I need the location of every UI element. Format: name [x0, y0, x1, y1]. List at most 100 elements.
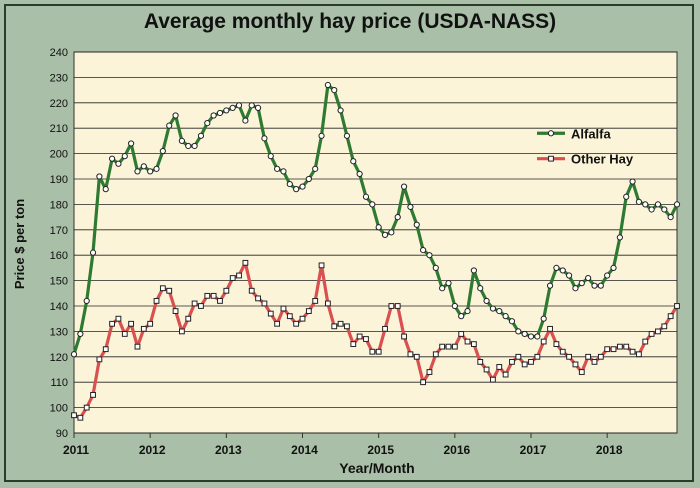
legend-label: Alfalfa: [571, 126, 612, 141]
data-point: [483, 366, 490, 373]
data-point: [242, 259, 249, 266]
data-point: [470, 267, 477, 274]
data-point: [121, 331, 128, 337]
legend-marker: [547, 130, 555, 137]
data-point: [502, 371, 509, 378]
data-point: [528, 358, 534, 365]
data-point: [350, 341, 357, 348]
data-point: [661, 323, 668, 330]
data-point: [210, 112, 217, 119]
y-tick-label: 130: [50, 326, 68, 338]
data-point: [566, 353, 572, 360]
data-point: [96, 173, 103, 180]
data-point: [204, 120, 211, 127]
data-point: [83, 297, 90, 305]
data-point: [585, 353, 592, 360]
data-point: [521, 330, 528, 338]
data-point: [115, 160, 122, 167]
data-point: [363, 336, 369, 342]
data-point: [140, 325, 147, 332]
data-point: [274, 165, 281, 172]
y-tick-label: 230: [50, 72, 68, 84]
data-point: [616, 234, 623, 241]
x-axis-label: Year/Month: [339, 460, 414, 476]
data-point: [356, 170, 363, 178]
data-point: [439, 343, 446, 350]
data-point: [470, 341, 477, 348]
data-point: [540, 338, 547, 345]
y-tick-label: 220: [50, 98, 68, 110]
data-point: [509, 358, 515, 365]
x-tick-label: 2016: [443, 443, 470, 457]
x-tick-label: 2014: [291, 443, 318, 457]
data-point: [559, 348, 566, 355]
data-point: [426, 369, 433, 375]
data-point: [267, 310, 274, 317]
legend: Alfalfa Other Hay: [537, 126, 634, 167]
data-point: [439, 285, 446, 292]
data-point: [673, 201, 681, 208]
data-point: [502, 313, 509, 320]
data-point: [223, 287, 230, 294]
data-point: [337, 107, 344, 114]
data-point: [394, 303, 401, 309]
data-point: [166, 122, 173, 129]
data-point: [648, 331, 655, 337]
data-point: [515, 353, 522, 360]
data-point: [597, 282, 604, 289]
data-point: [299, 315, 306, 322]
data-point: [293, 320, 300, 327]
y-tick-label: 140: [50, 301, 68, 313]
data-point: [235, 102, 243, 109]
data-point: [324, 81, 331, 89]
data-point: [344, 323, 350, 330]
data-point: [248, 287, 255, 294]
y-tick-label: 180: [50, 199, 68, 211]
x-axis-ticks: 2011 2012 2013 2014 2015 2016 2017 2018: [63, 433, 623, 457]
data-point: [108, 155, 116, 162]
data-point: [102, 346, 109, 353]
data-point: [655, 328, 661, 335]
data-point: [591, 358, 598, 365]
data-point: [293, 186, 300, 193]
data-point: [654, 201, 662, 208]
data-point: [318, 262, 325, 269]
data-point: [375, 224, 382, 231]
data-point: [407, 203, 414, 211]
data-point: [458, 331, 465, 337]
data-point: [369, 201, 376, 208]
data-point: [280, 305, 287, 312]
data-point: [178, 137, 186, 144]
data-point: [578, 369, 585, 375]
data-point: [185, 142, 192, 150]
data-point: [578, 280, 585, 287]
data-point: [299, 183, 306, 190]
data-point: [153, 165, 160, 172]
y-tick-label: 120: [50, 352, 68, 364]
data-point: [166, 287, 173, 294]
y-tick-label: 240: [50, 47, 68, 59]
data-point: [254, 104, 262, 111]
x-tick-label: 2013: [215, 443, 242, 457]
data-point: [585, 274, 592, 282]
data-point: [242, 117, 249, 124]
data-point: [458, 313, 465, 320]
data-point: [553, 264, 560, 271]
data-point: [102, 186, 109, 193]
data-point: [362, 193, 370, 200]
chart-title: Average monthly hay price (USDA-NASS): [143, 10, 557, 33]
data-point: [490, 376, 496, 383]
data-point: [547, 325, 553, 332]
data-point: [179, 328, 185, 335]
legend-marker: [548, 155, 554, 162]
data-point: [109, 320, 115, 327]
data-point: [623, 193, 630, 200]
data-point: [229, 104, 236, 111]
data-point: [635, 198, 643, 205]
data-point: [394, 214, 401, 221]
data-point: [400, 183, 408, 190]
data-point: [388, 303, 395, 309]
data-point: [153, 298, 160, 304]
data-point: [305, 308, 312, 314]
data-point: [134, 343, 141, 350]
